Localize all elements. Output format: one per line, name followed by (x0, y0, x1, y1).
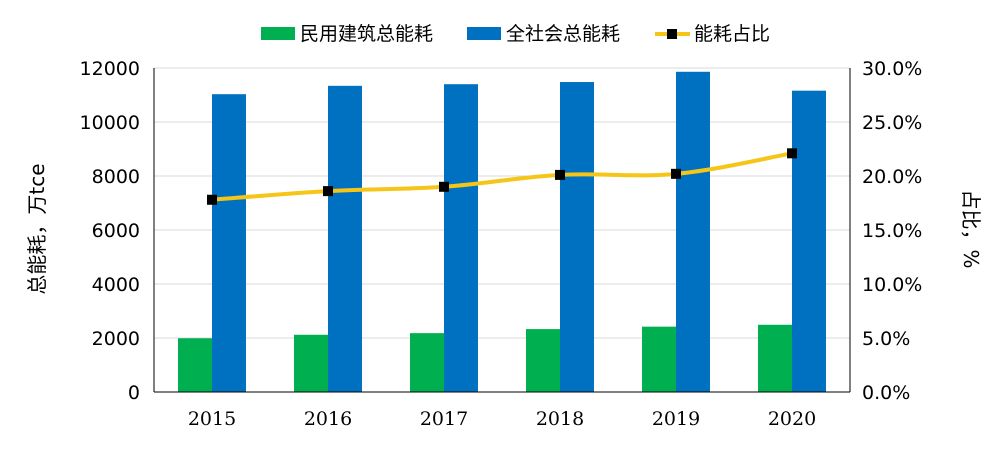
right-tick-label: 10.0% (862, 274, 922, 296)
axes (153, 68, 851, 393)
right-tick-label: 0.0% (862, 382, 910, 404)
bar-civil-building (178, 338, 212, 392)
left-tick-label: 12000 (80, 58, 140, 80)
left-tick-label: 10000 (80, 112, 140, 134)
x-tick-label: 2020 (768, 408, 816, 430)
bar-civil-building (758, 324, 792, 392)
left-axis-title: 总能耗，万tce (25, 163, 49, 294)
legend: 民用建筑总能耗 全社会总能耗 能耗占比 (261, 23, 770, 45)
ratio-marker (787, 148, 797, 159)
left-tick-label: 4000 (92, 274, 140, 296)
right-axis-title: 占比，% (959, 189, 983, 268)
bar-total-society (212, 94, 246, 392)
gridlines (154, 67, 850, 339)
x-tick-label: 2019 (652, 408, 700, 430)
left-tick-label: 8000 (92, 166, 140, 188)
bar-total-society (560, 82, 594, 392)
bars (178, 71, 826, 393)
ratio-marker (323, 186, 333, 197)
left-tick-label: 6000 (92, 220, 140, 242)
ratio-marker (439, 181, 449, 192)
x-tick-label: 2015 (188, 408, 236, 430)
x-tick-label: 2017 (420, 408, 468, 430)
legend-swatch-ratio-marker (667, 29, 677, 39)
ratio-line (207, 148, 797, 205)
ratio-marker (207, 194, 217, 205)
ratio-line-path (211, 151, 793, 202)
bar-total-society (676, 71, 710, 392)
legend-swatch-total-society (467, 27, 501, 40)
bar-civil-building (642, 326, 676, 392)
right-tick-label: 25.0% (862, 112, 922, 134)
legend-swatch-civil-building (261, 27, 295, 40)
bar-total-society (444, 84, 478, 392)
right-tick-label: 5.0% (862, 328, 910, 350)
bar-total-society (792, 90, 826, 393)
bar-civil-building (294, 334, 328, 392)
bar-civil-building (410, 333, 444, 392)
x-tick-label: 2018 (536, 408, 584, 430)
left-tick-label: 0 (128, 382, 140, 404)
legend-label-civil-building: 民用建筑总能耗 (300, 23, 433, 45)
left-tick-label: 2000 (92, 328, 140, 350)
right-tick-label: 15.0% (862, 220, 922, 242)
bar-civil-building (526, 329, 560, 392)
x-tick-label: 2016 (304, 408, 352, 430)
legend-label-total-society: 全社会总能耗 (506, 23, 620, 45)
tick-labels: 0 0.0% 2000 5.0% 4000 10.0% 6000 15.0% 8000 20.0%… (80, 58, 923, 430)
legend-label-ratio: 能耗占比 (694, 23, 770, 45)
right-tick-label: 30.0% (862, 58, 922, 80)
ratio-marker (671, 168, 681, 179)
bar-total-society (328, 85, 362, 392)
ratio-marker (555, 169, 565, 180)
right-tick-label: 20.0% (862, 166, 922, 188)
